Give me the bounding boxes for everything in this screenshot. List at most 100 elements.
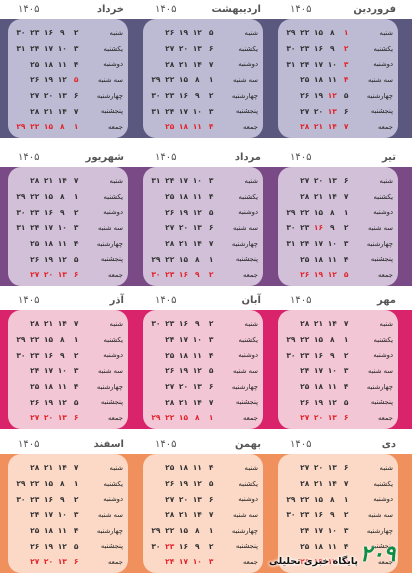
- day-cell: ۲۳: [165, 270, 175, 280]
- day-cell: ۲۴: [30, 510, 40, 520]
- day-cell: ۲۶: [30, 397, 40, 407]
- day-cell: ۳: [73, 223, 79, 233]
- month-header: آبان ۱۴۰۵: [149, 293, 267, 310]
- day-cell: ۲۷: [30, 557, 40, 567]
- week-row: جمعه ۶ ۱۳ ۲۰ ۲۷: [14, 410, 123, 426]
- day-cell: ۹: [195, 541, 200, 551]
- weekday-label: دوشنبه: [103, 351, 123, 360]
- weekday-label: جمعه: [377, 557, 393, 566]
- day-cell: ۲۸: [165, 397, 175, 407]
- day-cell: ۱۹: [313, 557, 324, 567]
- week-row: دوشنبه ۶ ۱۳ ۲۰ ۲۷: [149, 491, 258, 507]
- logo-mark: ۲۰۹: [360, 542, 396, 567]
- day-cell: ۴: [73, 59, 79, 69]
- day-cell: ۱۳: [57, 413, 67, 423]
- day-cell: ۱۷: [43, 44, 54, 54]
- season-block: مهر ۱۴۰۵ شنبه ۷ ۱۴ ۲۱ ۲۸ یکشنبه ۱ ۸ ۱۵ ۲۲ ۲۹ دوشنبه ۲ ۹…: [0, 293, 412, 429]
- season-block: دی ۱۴۰۵ شنبه ۶ ۱۳ ۲۰ ۲۷ یکشنبه ۷ ۱۴ ۲۱ ۲۸ دوشنبه ۱ ۸ ۱۵…: [0, 437, 412, 573]
- weekday-label: یکشنبه: [103, 479, 123, 488]
- day-cell: ۴: [208, 350, 214, 360]
- weekday-label: سه شنبه: [98, 223, 123, 232]
- day-cell: ۶: [73, 91, 79, 101]
- weekday-label: سه شنبه: [98, 366, 123, 375]
- weekday-label: شنبه: [109, 319, 123, 328]
- day-cell: ۱۶: [313, 510, 324, 520]
- day-cell: ۱: [208, 254, 214, 264]
- week-row: شنبه ۱ ۸ ۱۵ ۲۲ ۲۹: [284, 25, 393, 41]
- month-year: ۱۴۰۵: [155, 4, 177, 15]
- day-cell: ۱۳: [192, 494, 202, 504]
- day-cell: ۲: [73, 494, 79, 504]
- day-cell: ۲۳: [300, 350, 310, 360]
- day-cell: ۱۶: [313, 350, 324, 360]
- week-row: چهارشنبه ۳ ۱۰ ۱۷ ۲۴ ۳۱: [284, 236, 393, 252]
- day-cell: ۲۹: [16, 192, 26, 202]
- day-cell: ۲۳: [30, 28, 40, 38]
- week-row: شنبه ۷ ۱۴ ۲۱ ۲۸: [14, 173, 123, 189]
- day-cell: ۲۱: [313, 479, 324, 489]
- month-card: شنبه ۲ ۹ ۱۶ ۲۳ ۳۰ یکشنبه ۳ ۱۰ ۱۷ ۲۴ ۳۱ دوشنبه ۴ ۱۱ ۱۸ ۲۵…: [8, 19, 128, 138]
- day-cell: ۲۸: [30, 176, 40, 186]
- day-cell: ۲۰: [313, 106, 324, 116]
- day-cell: ۲۹: [286, 28, 296, 38]
- day-cell: ۱۸: [43, 526, 54, 536]
- day-cell: ۲۵: [30, 382, 40, 392]
- weekday-label: جمعه: [377, 270, 393, 279]
- month-header: اردیبهشت ۱۴۰۵: [149, 2, 267, 19]
- week-row: پنجشنبه ۵ ۱۲ ۱۹ ۲۶: [284, 394, 393, 410]
- day-cell: ۱۳: [327, 463, 337, 473]
- month-header: بهمن ۱۴۰۵: [149, 437, 267, 454]
- day-cell: ۱۴: [57, 176, 67, 186]
- day-cell: ۱: [208, 413, 214, 423]
- day-cell: ۱۷: [43, 366, 54, 376]
- day-cell: ۲۳: [30, 494, 40, 504]
- day-cell: ۲۵: [165, 192, 175, 202]
- day-cell: ۵: [343, 557, 349, 567]
- day-cell: ۲۵: [300, 541, 310, 551]
- week-row: یکشنبه ۷ ۱۴ ۲۱ ۲۸: [284, 189, 393, 205]
- day-cell: ۳: [208, 176, 214, 186]
- day-cell: ۲: [73, 28, 79, 38]
- week-row: پنجشنبه ۷ ۱۴ ۲۱ ۲۸: [149, 394, 258, 410]
- day-cell: ۱۶: [313, 223, 324, 233]
- weekday-label: یکشنبه: [103, 335, 123, 344]
- day-cell: ۱: [343, 28, 349, 38]
- weekday-label: دوشنبه: [373, 208, 393, 217]
- weekday-label: پنجشنبه: [235, 398, 258, 407]
- week-row: جمعه ۶ ۱۳ ۲۰ ۲۷: [14, 267, 123, 283]
- day-cell: ۶: [73, 557, 79, 567]
- week-row: شنبه ۲ ۹ ۱۶ ۲۳ ۳۰: [149, 316, 258, 332]
- day-cell: ۲۰: [43, 270, 54, 280]
- day-cell: ۲۱: [43, 463, 54, 473]
- day-cell: ۲۳: [300, 44, 310, 54]
- day-cell: ۲۰: [313, 413, 324, 423]
- day-cell: ۱۸: [178, 192, 189, 202]
- day-cell: ۳۰: [16, 207, 26, 217]
- day-cell: ۸: [60, 479, 65, 489]
- day-cell: ۱۲: [327, 397, 337, 407]
- week-row: دوشنبه ۱ ۸ ۱۵ ۲۲ ۲۹: [284, 204, 393, 220]
- month-header: تیر ۱۴۰۵: [284, 150, 402, 167]
- day-cell: ۲۴: [300, 59, 310, 69]
- day-cell: ۲: [208, 91, 214, 101]
- day-cell: ۲۶: [165, 366, 175, 376]
- day-cell: ۲۰: [313, 176, 324, 186]
- month-year: ۱۴۰۵: [290, 439, 312, 450]
- day-cell: ۳: [343, 59, 349, 69]
- week-row: جمعه ۲ ۹ ۱۶ ۲۳ ۳۰: [149, 267, 258, 283]
- day-cell: ۹: [195, 270, 200, 280]
- week-row: چهارشنبه ۶ ۱۳ ۲۰ ۲۷: [14, 88, 123, 104]
- day-cell: ۱۸: [43, 382, 54, 392]
- day-cell: ۱۳: [327, 106, 337, 116]
- day-cell: ۷: [73, 106, 79, 116]
- day-cell: ۲۴: [165, 106, 175, 116]
- day-cell: ۳: [343, 239, 349, 249]
- week-row: چهارشنبه ۷ ۱۴ ۲۱ ۲۸: [149, 236, 258, 252]
- day-cell: ۲۳: [300, 223, 310, 233]
- site-logo: پایگاه خبری تحلیلی ۲۰۹: [214, 542, 410, 572]
- month-year: ۱۴۰۵: [290, 152, 312, 163]
- day-cell: ۴: [73, 382, 79, 392]
- day-cell: ۴: [208, 192, 214, 202]
- day-cell: ۲۸: [165, 59, 175, 69]
- weekday-label: جمعه: [242, 270, 258, 279]
